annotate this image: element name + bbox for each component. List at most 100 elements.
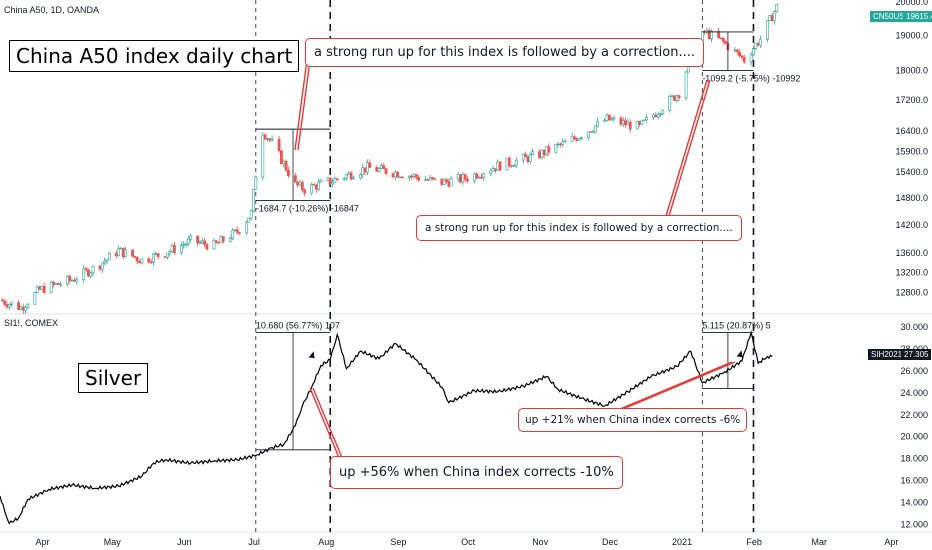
china-axis-tick: 14200.0 [895,220,928,230]
candle-body [277,138,281,152]
candle-body [473,173,476,182]
candle-body [152,253,155,263]
candle-body [768,15,772,21]
candle-body [577,137,581,141]
callout-pointer [622,361,736,410]
candle-body [670,95,674,97]
candle-body [35,286,39,293]
candle-body [510,165,514,167]
candle-body [575,138,579,141]
candle-body [179,245,183,253]
candle-body [424,179,427,181]
china-candles [0,3,779,314]
candle-body [412,174,416,177]
candle-body [238,232,241,234]
candle-body [775,3,779,12]
candle-body [659,113,662,115]
time-axis-tick: 2021 [672,537,692,547]
candle-body [589,131,593,133]
candle-body [59,283,62,286]
candle-body [428,177,432,181]
candle-body [528,154,532,162]
candle-body [68,276,72,281]
candle-body [52,281,55,285]
silver-axis-tick: 24.000 [900,388,928,398]
candle-body [773,11,776,22]
candle-body [319,180,323,183]
candle-body [189,235,193,240]
candle-body [117,248,121,257]
candle-body [133,256,137,258]
candle-body [182,244,186,246]
candle-body [233,229,237,231]
candle-body [491,168,495,172]
candle-body [382,165,386,170]
callout-pointer [297,59,311,151]
silver-title: Silver [78,363,149,393]
candle-body [296,181,300,186]
candle-body [603,120,607,122]
candle-body [147,258,151,263]
candle-body [556,143,560,146]
candle-body [333,178,337,183]
candle-body [538,151,541,159]
silver-price-line [0,330,773,525]
candle-body [263,134,267,140]
candle-body [252,189,255,212]
measurement-boxes: -1684.7 (-10.26%) -16847 -1099.2 (-5.75%)… [255,31,800,451]
candle-body [221,236,225,242]
candle-body [570,136,574,142]
china-tag-value: 19615.4 [903,11,932,22]
candle-body [393,171,397,178]
candle-body [426,179,430,181]
period-markers [255,0,755,532]
time-axis-tick: Feb [746,537,762,547]
price-axes: 20000.0 19000.0 18000.0 17200.0 16400.0 15900… [895,0,928,530]
time-axis-tick: Jun [177,537,192,547]
candle-body [433,178,437,180]
candle-body [317,181,321,190]
candle-body [586,131,590,138]
silver-axis-tick: 30.000 [900,322,928,332]
candle-body [642,119,646,122]
time-axis-tick: Mar [812,537,828,547]
candle-body [449,178,453,187]
candle-body [624,120,627,126]
candle-body [514,159,518,166]
top-symbol-label: China A50, 1D, OANDA [4,5,100,15]
candle-body [19,306,23,310]
candle-body [596,120,600,127]
candle-body [475,173,479,179]
callout-top: a strong run up for this index is follow… [305,38,705,67]
time-axis-tick: Nov [532,537,549,547]
candle-body [186,238,190,245]
candle-body [733,49,737,51]
candle-body [505,157,509,171]
candle-body [563,140,567,143]
candle-body [719,37,723,39]
china-axis-tick: 17200.0 [895,95,928,105]
candle-body [559,143,562,146]
candle-body [363,167,367,173]
bottom-symbol-label: SI1!, COMEX [4,318,59,328]
candle-body [66,276,69,285]
candle-body [368,162,372,168]
candle-body [379,165,383,169]
candle-body [73,279,76,282]
silver-tag-symbol: SIH2021 [868,349,906,360]
callout-silver-big: up +56% when China index corrects -10% [330,456,623,489]
candle-body [328,177,332,185]
candle-body [268,138,272,141]
candle-body [100,262,104,270]
candle-body [366,162,369,173]
candle-body [5,304,9,308]
candle-body [261,134,265,178]
candle-body [359,174,362,179]
candle-body [656,114,660,118]
candle-body [554,144,558,153]
candle-body [3,300,7,305]
candle-body [593,125,597,132]
china-axis-tick: 18000.0 [895,66,928,76]
candle-body [91,265,95,274]
candle-body [345,174,348,179]
